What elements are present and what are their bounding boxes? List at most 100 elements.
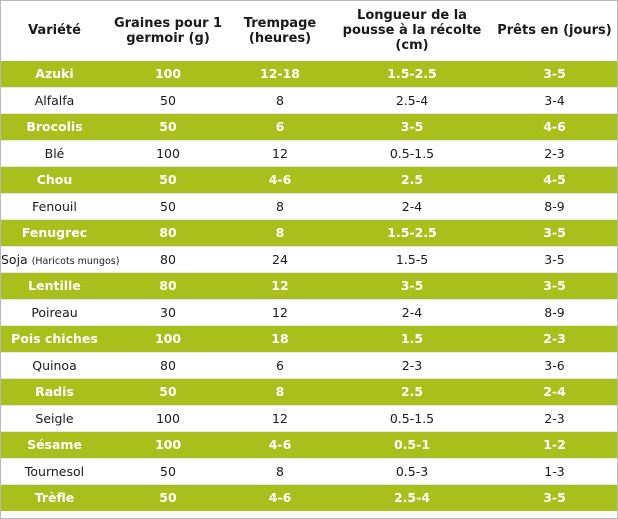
soak-cell: 12: [228, 140, 332, 167]
seeds-cell: 100: [108, 60, 228, 87]
soak-cell: 12: [228, 405, 332, 432]
variety-cell: Azuki: [1, 60, 108, 87]
length-cell: 2-4: [332, 193, 492, 220]
length-cell: 1.5: [332, 325, 492, 352]
table-row: Fenouil 50 8 2-4 8-9: [1, 193, 617, 220]
header-ready: Prêts en (jours): [497, 23, 612, 38]
soak-cell: 8: [228, 219, 332, 246]
variety-cell: Seigle: [1, 405, 108, 432]
table-row: Trèfle 50 4-6 2.5-4 3-5: [1, 484, 617, 511]
length-cell: 0.5-3: [332, 458, 492, 485]
ready-cell: 3-5: [492, 246, 617, 273]
variety-cell: Brocolis: [1, 113, 108, 140]
length-cell: 2-3: [332, 352, 492, 379]
table-row: Pois chiches 100 18 1.5 2-3: [1, 325, 617, 352]
variety-name: Brocolis: [26, 119, 83, 135]
ready-cell: 2-3: [492, 140, 617, 167]
length-cell: 2.5-4: [332, 484, 492, 511]
seeds-cell: 30: [108, 299, 228, 326]
table-row: Alfalfa 50 8 2.5-4 3-4: [1, 87, 617, 114]
length-cell: 0.5-1.5: [332, 405, 492, 432]
variety-note: (Haricots mungos): [31, 255, 120, 267]
seeds-cell: 50: [108, 166, 228, 193]
table-header: Variété Graines pour 1 germoir (g) Tremp…: [1, 1, 617, 61]
table-row: Poireau 30 12 2-4 8-9: [1, 299, 617, 326]
seeds-cell: 80: [108, 272, 228, 299]
seeds-cell: 50: [108, 458, 228, 485]
header-soak: Trempage (heures): [243, 15, 317, 46]
table-row: Seigle 100 12 0.5-1.5 2-3: [1, 405, 617, 432]
variety-cell: Tournesol: [1, 458, 108, 485]
variety-name: Tournesol: [24, 463, 85, 479]
header-variety: Variété: [28, 23, 81, 38]
variety-name: Trèfle: [34, 490, 75, 506]
variety-name: Sésame: [27, 437, 82, 453]
seeds-cell: 50: [108, 193, 228, 220]
variety-cell: Pois chiches: [1, 325, 108, 352]
ready-cell: 1-2: [492, 431, 617, 458]
soak-cell: 24: [228, 246, 332, 273]
length-cell: 2.5: [332, 378, 492, 405]
ready-cell: 4-6: [492, 113, 617, 140]
header-seeds: Graines pour 1 germoir (g): [113, 15, 223, 46]
header-row: Variété Graines pour 1 germoir (g) Tremp…: [1, 1, 617, 61]
soak-cell: 4-6: [228, 166, 332, 193]
ready-cell: 2-3: [492, 405, 617, 432]
variety-name: Lentille: [28, 278, 81, 294]
ready-cell: 3-5: [492, 219, 617, 246]
variety-cell: Alfalfa: [1, 87, 108, 114]
length-cell: 3-5: [332, 272, 492, 299]
variety-cell: Fenugrec: [1, 219, 108, 246]
variety-cell: Poireau: [1, 299, 108, 326]
sprouting-table: Variété Graines pour 1 germoir (g) Tremp…: [1, 1, 617, 511]
variety-cell: Radis: [1, 378, 108, 405]
variety-name: Azuki: [35, 66, 74, 82]
soak-cell: 12-18: [228, 60, 332, 87]
soak-cell: 4-6: [228, 484, 332, 511]
header-length: Longueur de la pousse à la récolte (cm): [342, 8, 482, 53]
table-body: Azuki 100 12-18 1.5-2.5 3-5 Alfalfa 50 8 2.5-4 3-…: [1, 60, 617, 511]
ready-cell: 4-5: [492, 166, 617, 193]
soak-cell: 4-6: [228, 431, 332, 458]
ready-cell: 2-4: [492, 378, 617, 405]
seeds-cell: 100: [108, 325, 228, 352]
ready-cell: 8-9: [492, 193, 617, 220]
soak-cell: 6: [228, 352, 332, 379]
seeds-cell: 100: [108, 140, 228, 167]
ready-cell: 3-5: [492, 272, 617, 299]
ready-cell: 8-9: [492, 299, 617, 326]
variety-cell: Blé: [1, 140, 108, 167]
soak-cell: 18: [228, 325, 332, 352]
table-row: Azuki 100 12-18 1.5-2.5 3-5: [1, 60, 617, 87]
soak-cell: 8: [228, 87, 332, 114]
length-cell: 2-4: [332, 299, 492, 326]
seeds-cell: 50: [108, 484, 228, 511]
soak-cell: 8: [228, 458, 332, 485]
length-cell: 2.5: [332, 166, 492, 193]
variety-name: Poireau: [31, 304, 78, 320]
table-row: Quinoa 80 6 2-3 3-6: [1, 352, 617, 379]
seeds-cell: 50: [108, 87, 228, 114]
seeds-cell: 80: [108, 352, 228, 379]
ready-cell: 3-5: [492, 60, 617, 87]
variety-name: Alfalfa: [34, 92, 75, 108]
variety-name: Radis: [35, 384, 74, 400]
variety-name: Fenouil: [32, 198, 77, 214]
soak-cell: 8: [228, 378, 332, 405]
length-cell: 0.5-1: [332, 431, 492, 458]
length-cell: 1.5-2.5: [332, 60, 492, 87]
table-row: Fenugrec 80 8 1.5-2.5 3-5: [1, 219, 617, 246]
soak-cell: 12: [228, 272, 332, 299]
table-row: Brocolis 50 6 3-5 4-6: [1, 113, 617, 140]
seeds-cell: 50: [108, 378, 228, 405]
variety-cell: Lentille: [1, 272, 108, 299]
variety-name: Soja: [1, 251, 28, 267]
table-row: Radis 50 8 2.5 2-4: [1, 378, 617, 405]
soak-cell: 6: [228, 113, 332, 140]
variety-cell: Sésame: [1, 431, 108, 458]
seeds-cell: 80: [108, 219, 228, 246]
variety-cell: Fenouil: [1, 193, 108, 220]
length-cell: 2.5-4: [332, 87, 492, 114]
ready-cell: 3-5: [492, 484, 617, 511]
